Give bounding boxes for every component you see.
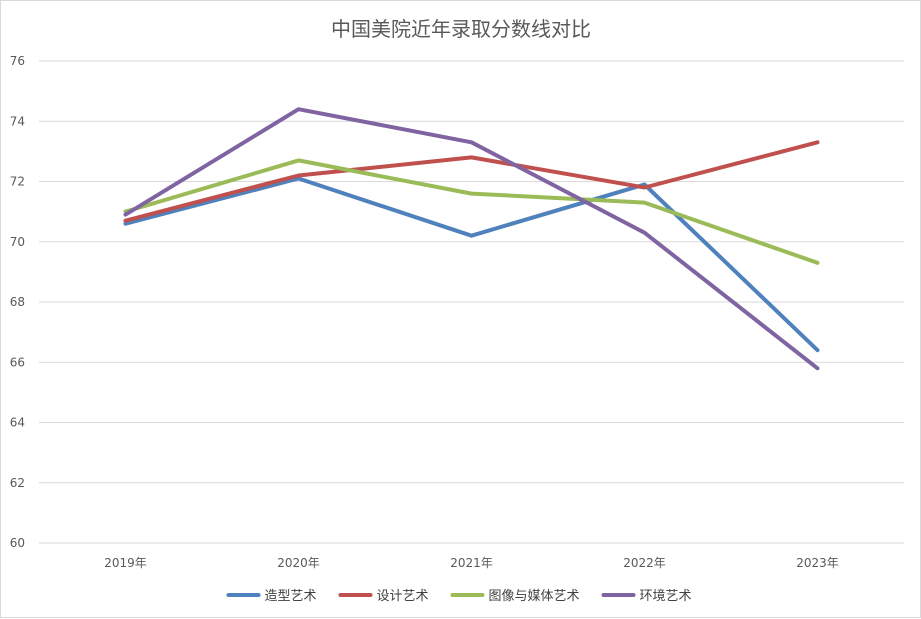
legend: 造型艺术 设计艺术 图像与媒体艺术 环境艺术 xyxy=(226,589,692,604)
y-tick-label: 72 xyxy=(10,175,25,189)
legend-label: 图像与媒体艺术 xyxy=(489,589,580,604)
y-tick-label: 70 xyxy=(10,235,25,249)
series-line-3 xyxy=(123,158,820,265)
series-line-2 xyxy=(123,140,820,223)
legend-item-4: 环境艺术 xyxy=(601,589,692,604)
legend-item-2: 设计艺术 xyxy=(338,589,429,604)
x-tick-label: 2022年 xyxy=(623,556,666,570)
x-axis-ticks: 2019年 2020年 2021年 2022年 2023年 xyxy=(104,556,839,570)
y-axis-ticks: 60 62 64 66 68 70 72 74 76 xyxy=(10,54,25,550)
x-tick-label: 2021年 xyxy=(450,556,493,570)
y-tick-label: 68 xyxy=(10,295,25,309)
series-lines xyxy=(123,107,820,371)
x-tick-label: 2019年 xyxy=(104,556,147,570)
chart-title: 中国美院近年录取分数线对比 xyxy=(331,17,591,41)
series-line-4 xyxy=(123,107,820,371)
y-tick-label: 74 xyxy=(10,114,25,128)
legend-label: 环境艺术 xyxy=(640,589,692,604)
legend-label: 造型艺术 xyxy=(265,589,317,604)
y-tick-label: 60 xyxy=(10,536,25,550)
y-tick-label: 66 xyxy=(10,355,25,369)
grid-lines xyxy=(39,60,904,544)
legend-label: 设计艺术 xyxy=(377,589,429,604)
legend-item-1: 造型艺术 xyxy=(226,589,317,604)
legend-item-3: 图像与媒体艺术 xyxy=(450,589,580,604)
y-tick-label: 62 xyxy=(10,476,25,490)
series-line-1 xyxy=(123,176,820,353)
y-tick-label: 76 xyxy=(10,54,25,68)
y-tick-label: 64 xyxy=(10,416,25,430)
x-tick-label: 2023年 xyxy=(796,556,839,570)
x-tick-label: 2020年 xyxy=(277,556,320,570)
